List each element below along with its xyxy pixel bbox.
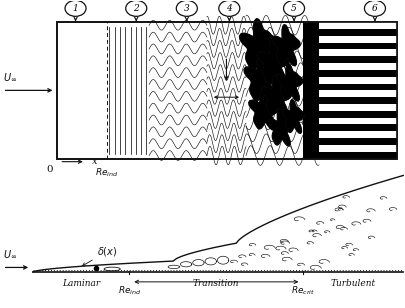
Bar	[318, 83, 396, 90]
Text: x: x	[92, 156, 97, 166]
Bar	[318, 70, 396, 77]
Polygon shape	[281, 100, 304, 133]
Bar	[318, 56, 396, 63]
Circle shape	[283, 0, 304, 16]
Bar	[318, 145, 396, 152]
Text: Turbulent: Turbulent	[330, 279, 375, 288]
Bar	[318, 124, 396, 131]
Bar	[318, 90, 396, 97]
Text: 1: 1	[72, 4, 78, 13]
Bar	[318, 36, 396, 43]
Text: $Re_{ind}$: $Re_{ind}$	[117, 284, 141, 297]
Bar	[318, 22, 396, 29]
Bar	[318, 50, 396, 56]
Bar	[318, 111, 396, 118]
Text: $Re_{ind}$: $Re_{ind}$	[95, 166, 118, 179]
Circle shape	[218, 0, 239, 16]
Text: $U_{\infty}$: $U_{\infty}$	[3, 248, 17, 260]
Bar	[318, 118, 396, 124]
Text: 4: 4	[226, 4, 232, 13]
Text: 2: 2	[133, 4, 139, 13]
Polygon shape	[248, 89, 279, 130]
Bar	[318, 43, 396, 50]
Text: Laminar: Laminar	[62, 279, 100, 288]
Polygon shape	[276, 63, 302, 101]
Polygon shape	[260, 75, 291, 116]
Bar	[318, 138, 396, 145]
Circle shape	[126, 0, 146, 16]
Text: $Re_{crit}$: $Re_{crit}$	[290, 284, 315, 297]
Bar	[318, 63, 396, 70]
Text: 3: 3	[183, 4, 189, 13]
Polygon shape	[243, 54, 279, 102]
Circle shape	[176, 0, 197, 16]
Text: $\delta(x)$: $\delta(x)$	[82, 245, 117, 266]
Bar	[318, 97, 396, 104]
Bar	[302, 22, 322, 159]
Polygon shape	[271, 25, 299, 66]
Polygon shape	[239, 19, 277, 71]
Bar	[318, 152, 396, 159]
Text: 6: 6	[371, 4, 377, 13]
Bar	[57, 22, 396, 159]
Text: 5: 5	[290, 4, 296, 13]
Bar	[318, 77, 396, 83]
Circle shape	[364, 0, 384, 16]
Bar	[318, 29, 396, 36]
Polygon shape	[267, 108, 293, 146]
Bar	[318, 131, 396, 138]
Bar	[57, 22, 396, 159]
Polygon shape	[257, 39, 289, 84]
Text: 0: 0	[46, 165, 52, 174]
Text: Transition: Transition	[193, 279, 239, 288]
Text: $U_{\infty}$: $U_{\infty}$	[3, 71, 17, 83]
Bar	[318, 104, 396, 111]
Circle shape	[65, 0, 86, 16]
